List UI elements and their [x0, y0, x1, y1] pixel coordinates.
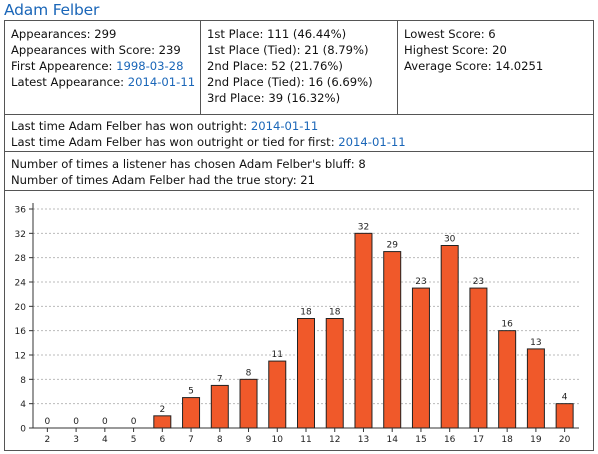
x-tick-label: 8	[217, 435, 223, 445]
score-chart: 0 4 8 12 16 20 24 28 32 36 0 2 0 3 0 4 0 5 2 6 5 7 7 8 8 9 11 10 18 1…	[5, 192, 593, 450]
x-tick-label: 16	[444, 435, 456, 445]
bar-value-label: 2	[159, 405, 165, 415]
appearances-with-score: Appearances with Score: 239	[11, 43, 181, 57]
bar-10	[268, 360, 287, 429]
first-appearance-link[interactable]: 1998-03-28	[116, 59, 184, 73]
x-tick-label: 4	[102, 435, 108, 445]
x-tick-label: 2	[45, 435, 51, 445]
bar-value-label: 7	[217, 374, 223, 384]
bar-value-label: 29	[386, 241, 398, 251]
first-place: 1st Place: 111 (46.44%)	[207, 27, 347, 41]
first-appearance: First Appearence: 1998-03-28	[11, 58, 200, 74]
x-tick-label: 19	[530, 435, 542, 445]
bluff-row: Number of times a listener has chosen Ad…	[5, 153, 593, 191]
average-score: Average Score: 14.0251	[404, 59, 544, 73]
x-tick-label: 12	[329, 435, 340, 445]
bar-value-label: 32	[358, 222, 369, 232]
x-tick-label: 15	[415, 435, 426, 445]
x-tick-label: 6	[159, 435, 165, 445]
y-tick-label: 4	[20, 400, 26, 410]
appearances-column: Appearances: 299 Appearances with Score:…	[5, 21, 201, 114]
bar-value-label: 18	[329, 308, 341, 318]
y-tick-label: 36	[15, 206, 27, 216]
last-outright-win-label: Last time Adam Felber has won outright:	[11, 119, 251, 133]
bar-19	[526, 348, 545, 429]
bar-value-label: 0	[102, 417, 108, 427]
bar-value-label: 11	[272, 350, 283, 360]
x-tick-label: 10	[272, 435, 284, 445]
bar-12	[325, 318, 344, 429]
latest-appearance-label: Latest Appearance:	[11, 75, 128, 89]
bar-value-label: 23	[473, 277, 484, 287]
y-tick-label: 16	[15, 327, 27, 337]
latest-appearance: Latest Appearance: 2014-01-11	[11, 74, 200, 90]
bar-20	[555, 403, 574, 429]
first-place-tied: 1st Place (Tied): 21 (8.79%)	[207, 43, 369, 57]
bar-value-label: 0	[131, 417, 137, 427]
page-title: Adam Felber	[4, 1, 100, 19]
y-tick-label: 24	[15, 279, 27, 289]
last-tied-win-link[interactable]: 2014-01-11	[338, 135, 406, 149]
x-tick-label: 14	[386, 435, 398, 445]
latest-appearance-link[interactable]: 2014-01-11	[127, 75, 196, 89]
y-tick-label: 28	[15, 254, 27, 264]
bar-value-label: 8	[246, 368, 252, 378]
x-tick-label: 11	[300, 435, 311, 445]
first-appearance-label: First Appearence:	[11, 59, 117, 73]
third-place: 3rd Place: 39 (16.32%)	[207, 91, 341, 105]
bar-value-label: 0	[45, 417, 51, 427]
places-column: 1st Place: 111 (46.44%) 1st Place (Tied)…	[201, 21, 398, 114]
x-tick-label: 13	[358, 435, 369, 445]
stats-panel: Appearances: 299 Appearances with Score:…	[4, 20, 594, 451]
last-tied-win-label: Last time Adam Felber has won outright o…	[11, 135, 339, 149]
bar-value-label: 4	[562, 393, 568, 403]
y-tick-label: 12	[15, 352, 26, 362]
x-tick-label: 7	[188, 435, 194, 445]
appearances-count: Appearances: 299	[11, 27, 117, 41]
bar-14	[383, 251, 402, 429]
x-tick-label: 20	[559, 435, 571, 445]
bar-13	[354, 232, 373, 429]
last-outright-win: Last time Adam Felber has won outright: …	[11, 118, 593, 134]
true-story: Number of times Adam Felber had the true…	[11, 173, 316, 187]
bar-value-label: 23	[415, 277, 426, 287]
y-tick-label: 20	[15, 303, 27, 313]
bar-value-label: 0	[73, 417, 79, 427]
x-tick-label: 5	[131, 435, 137, 445]
bar-17	[469, 287, 488, 429]
last-outright-win-link[interactable]: 2014-01-11	[250, 119, 319, 133]
bar-15	[411, 287, 430, 429]
bar-7	[182, 397, 201, 429]
scores-column: Lowest Score: 6 Highest Score: 20 Averag…	[398, 21, 593, 114]
x-tick-label: 18	[501, 435, 513, 445]
bar-value-label: 18	[300, 308, 312, 318]
summary-row: Appearances: 299 Appearances with Score:…	[5, 21, 593, 115]
y-tick-label: 0	[20, 425, 26, 435]
x-tick-label: 3	[73, 435, 79, 445]
bar-6	[153, 415, 172, 429]
y-tick-label: 32	[15, 230, 26, 240]
bar-18	[498, 330, 517, 429]
bar-value-label: 30	[444, 235, 456, 245]
highest-score: Highest Score: 20	[404, 43, 507, 57]
bar-value-label: 13	[530, 338, 541, 348]
score-bar-chart: 0481216202428323602030405265778891110181…	[15, 203, 579, 445]
wins-row: Last time Adam Felber has won outright: …	[5, 115, 593, 152]
bar-value-label: 5	[188, 387, 194, 397]
last-tied-win: Last time Adam Felber has won outright o…	[11, 134, 593, 150]
y-tick-label: 8	[20, 376, 26, 386]
second-place-tied: 2nd Place (Tied): 16 (6.69%)	[207, 75, 373, 89]
bar-11	[297, 318, 315, 429]
lowest-score: Lowest Score: 6	[404, 27, 496, 41]
bar-value-label: 16	[501, 320, 513, 330]
bar-8	[210, 384, 229, 429]
bar-16	[440, 245, 459, 429]
x-tick-label: 9	[246, 435, 252, 445]
bar-9	[239, 378, 258, 429]
second-place: 2nd Place: 52 (21.76%)	[207, 59, 343, 73]
bluff-chosen: Number of times a listener has chosen Ad…	[11, 157, 366, 171]
x-tick-label: 17	[473, 435, 484, 445]
